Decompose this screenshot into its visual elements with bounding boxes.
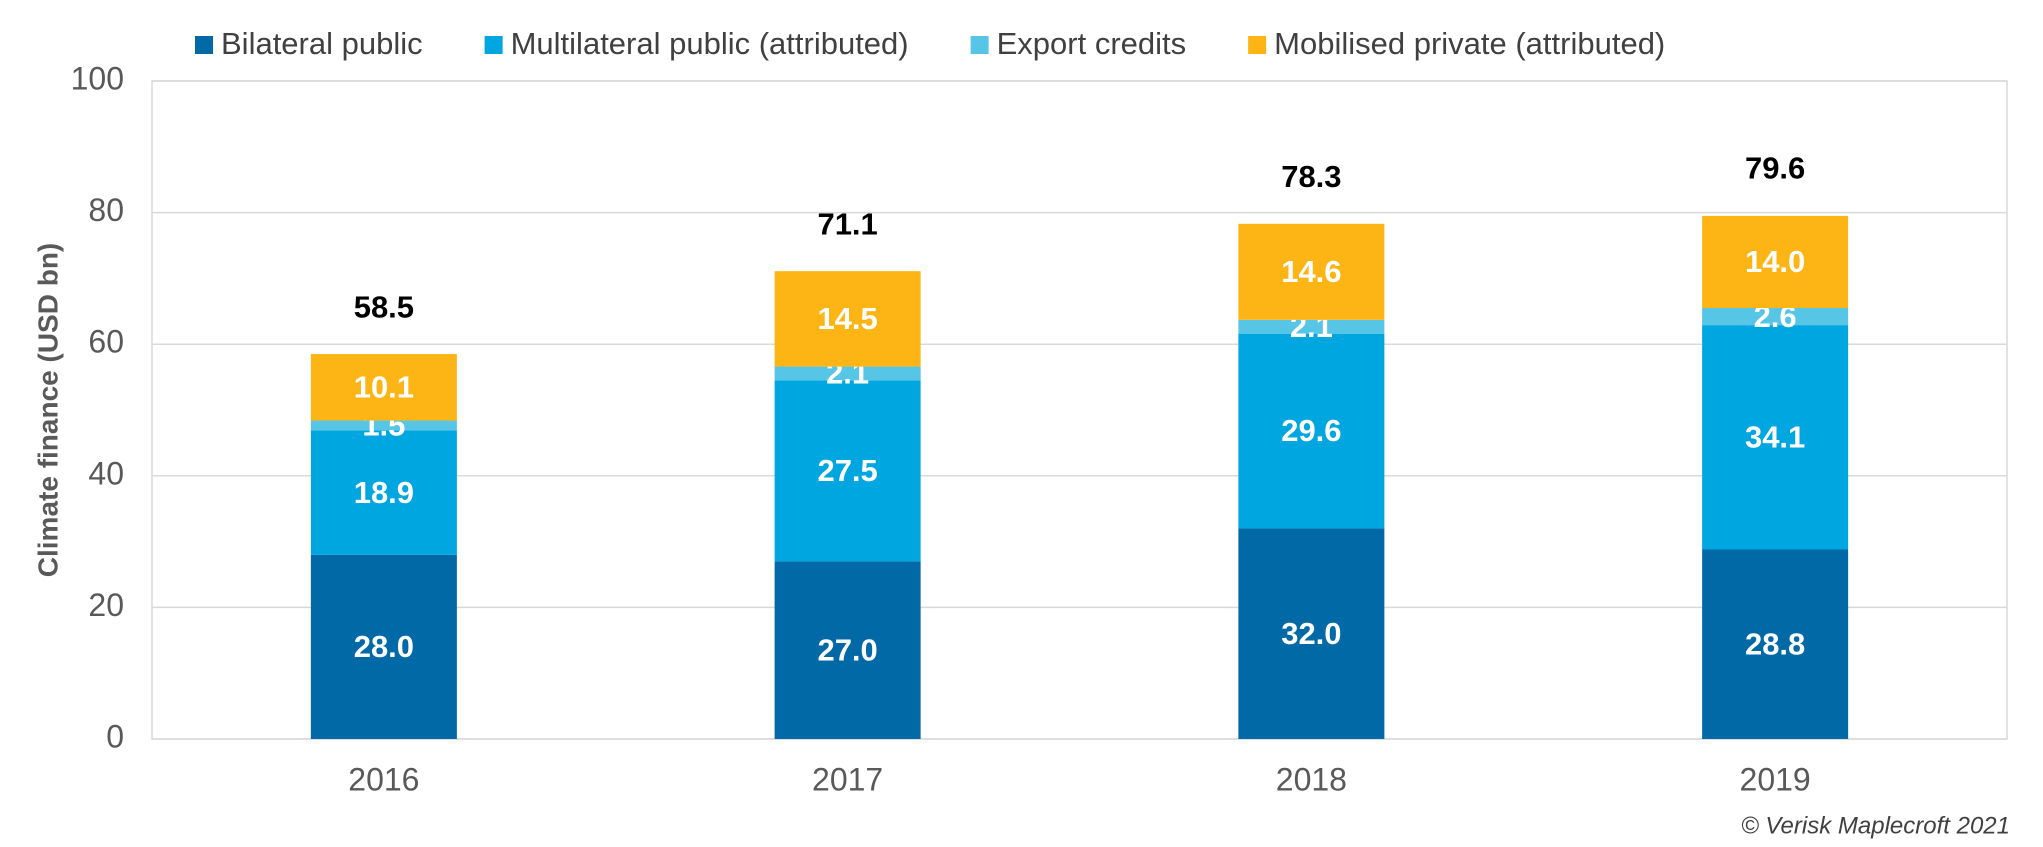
legend-swatch xyxy=(484,36,503,54)
y-tick-label: 100 xyxy=(71,60,124,96)
bar-segment xyxy=(1238,528,1385,739)
y-tick-label: 60 xyxy=(88,324,124,360)
total-label: 79.6 xyxy=(1745,150,1805,185)
bar-segment xyxy=(310,430,457,555)
bar-segment xyxy=(1238,333,1385,529)
y-tick-label: 0 xyxy=(106,718,124,754)
data-label: 14.6 xyxy=(1281,254,1341,289)
data-label: 14.5 xyxy=(817,301,877,336)
y-tick-label: 20 xyxy=(88,587,124,623)
total-label: 71.1 xyxy=(817,206,877,241)
bar-segment xyxy=(1702,215,1849,309)
y-tick-label: 40 xyxy=(88,455,124,491)
bar-segment xyxy=(774,561,921,739)
bar-segment xyxy=(1702,308,1849,326)
bar-segment xyxy=(774,380,921,562)
legend-swatch xyxy=(195,36,213,54)
data-label: 28.8 xyxy=(1745,626,1805,661)
bar-segment xyxy=(774,366,921,381)
bar-segment xyxy=(1238,319,1385,334)
x-tick-label: 2017 xyxy=(812,761,883,797)
bar-segment xyxy=(1238,223,1385,320)
x-tick-label: 2016 xyxy=(348,761,419,797)
data-label: 28.0 xyxy=(354,629,414,664)
legend-label: Multilateral public (attributed) xyxy=(511,26,909,61)
data-label: 10.1 xyxy=(354,369,414,404)
bar-segment xyxy=(1702,549,1849,739)
y-tick-label: 80 xyxy=(88,192,124,228)
data-label: 14.0 xyxy=(1745,244,1805,279)
data-label: 27.0 xyxy=(817,632,877,667)
y-axis-title: Climate finance (USD bn) xyxy=(32,243,63,577)
bar-segment xyxy=(1702,325,1849,550)
data-label: 18.9 xyxy=(354,475,414,510)
legend-label: Mobilised private (attributed) xyxy=(1274,26,1665,61)
data-label: 27.5 xyxy=(817,453,877,488)
source: © Verisk Maplecroft 2021 xyxy=(1741,812,2010,839)
bar-segment xyxy=(774,271,921,367)
legend-swatch xyxy=(970,36,989,54)
legend-label: Export credits xyxy=(997,26,1187,61)
bar-segment xyxy=(310,420,457,431)
legend-swatch xyxy=(1248,36,1267,54)
x-tick-label: 2018 xyxy=(1276,761,1347,797)
legend-label: Bilateral public xyxy=(221,26,423,61)
data-label: 29.6 xyxy=(1281,413,1341,448)
total-label: 78.3 xyxy=(1281,159,1341,194)
x-tick-label: 2019 xyxy=(1740,761,1811,797)
bar-segment xyxy=(310,554,457,739)
bar-segment xyxy=(310,354,457,421)
data-label: 34.1 xyxy=(1745,419,1805,454)
data-label: 32.0 xyxy=(1281,616,1341,651)
total-label: 58.5 xyxy=(354,289,414,324)
